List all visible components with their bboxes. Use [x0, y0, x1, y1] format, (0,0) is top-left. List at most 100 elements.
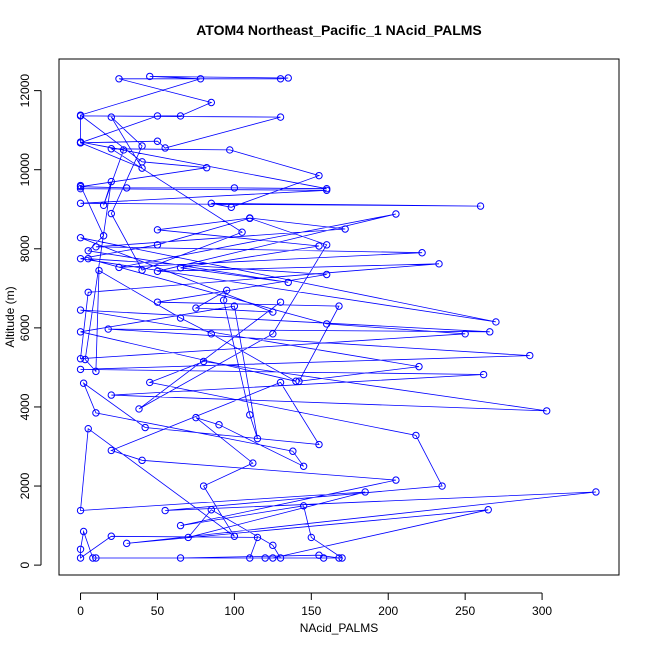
data-point — [138, 158, 146, 166]
data-point — [476, 202, 485, 210]
data-point — [479, 370, 488, 379]
data-point — [412, 431, 420, 440]
data-point — [319, 554, 328, 562]
data-point — [335, 554, 343, 562]
data-point — [99, 232, 108, 240]
data-point — [107, 113, 116, 121]
data-point — [322, 320, 331, 328]
data-point — [196, 75, 205, 83]
data-point — [269, 330, 277, 338]
data-point — [76, 199, 85, 208]
data-point — [315, 171, 323, 180]
data-point — [138, 266, 146, 274]
data-point — [269, 308, 277, 316]
data-point — [107, 145, 116, 153]
x-tick-label: 150 — [301, 604, 321, 618]
data-point — [122, 539, 131, 548]
data-point — [176, 112, 185, 120]
y-axis: 0 2000 4000 6000 8000 10000 12000 — [18, 74, 42, 568]
data-point — [338, 554, 346, 562]
data-point — [153, 267, 162, 276]
data-point — [207, 98, 216, 107]
data-point — [284, 74, 292, 82]
data-point — [215, 421, 223, 429]
data-point — [76, 365, 85, 374]
data-point — [184, 533, 192, 542]
data-point — [526, 351, 534, 360]
series-layer — [76, 72, 600, 562]
x-axis-label: NAcid_PALMS — [300, 621, 378, 635]
data-point — [246, 554, 254, 562]
data-point — [219, 296, 228, 304]
data-point — [79, 527, 88, 536]
data-point — [230, 532, 239, 540]
data-point — [299, 462, 308, 470]
data-point — [335, 302, 343, 310]
x-tick-label: 50 — [151, 604, 165, 618]
data-point — [76, 506, 85, 515]
data-point — [107, 532, 116, 540]
data-point — [253, 434, 262, 443]
data-point — [76, 111, 85, 119]
data-point — [315, 242, 323, 250]
data-point — [299, 502, 308, 510]
x-tick-label: 200 — [378, 604, 398, 618]
data-point — [199, 357, 208, 366]
data-point — [284, 278, 292, 287]
data-point — [307, 533, 316, 542]
data-point — [249, 459, 257, 467]
data-point — [289, 447, 297, 455]
data-point — [269, 554, 277, 562]
data-point — [392, 476, 400, 484]
data-point — [461, 330, 469, 338]
series-line — [79, 76, 596, 559]
data-point — [115, 75, 123, 83]
data-point — [76, 545, 85, 553]
data-point — [253, 533, 262, 542]
data-point — [226, 146, 234, 154]
data-point — [238, 228, 246, 236]
data-point — [322, 241, 331, 249]
data-point — [341, 225, 349, 233]
data-point — [192, 413, 200, 422]
data-point — [435, 260, 443, 268]
data-point — [79, 379, 88, 387]
data-point — [176, 521, 185, 530]
data-point — [76, 138, 85, 146]
data-point — [153, 298, 162, 306]
data-point — [222, 286, 231, 295]
data-point — [115, 263, 123, 272]
data-point — [418, 249, 426, 257]
data-point — [153, 112, 162, 120]
data-point — [276, 298, 285, 306]
data-point — [95, 266, 103, 275]
data-point — [592, 488, 600, 496]
data-point — [153, 137, 162, 145]
data-point — [392, 210, 400, 218]
data-point — [227, 203, 236, 211]
y-axis-label: Altitude (m) — [3, 286, 17, 347]
data-point — [486, 328, 494, 336]
y-tick-label: 8000 — [18, 235, 32, 262]
data-point — [76, 254, 85, 263]
y-tick-label: 12000 — [18, 74, 32, 108]
data-point — [207, 506, 216, 514]
data-point — [176, 554, 185, 562]
x-axis: 0 50 100 150 200 250 300 — [77, 592, 552, 618]
data-point — [92, 243, 100, 251]
data-point — [107, 209, 116, 218]
data-point — [230, 302, 239, 310]
y-tick-label: 10000 — [18, 153, 32, 187]
data-point — [207, 199, 216, 208]
data-point — [246, 411, 254, 419]
data-point — [492, 318, 500, 326]
data-point — [315, 440, 323, 449]
data-point — [76, 184, 85, 193]
data-point — [107, 177, 116, 186]
data-point — [207, 330, 216, 338]
x-tick-label: 0 — [77, 604, 84, 618]
y-tick-label: 4000 — [18, 393, 32, 420]
data-point — [153, 241, 162, 249]
x-tick-label: 250 — [455, 604, 475, 618]
